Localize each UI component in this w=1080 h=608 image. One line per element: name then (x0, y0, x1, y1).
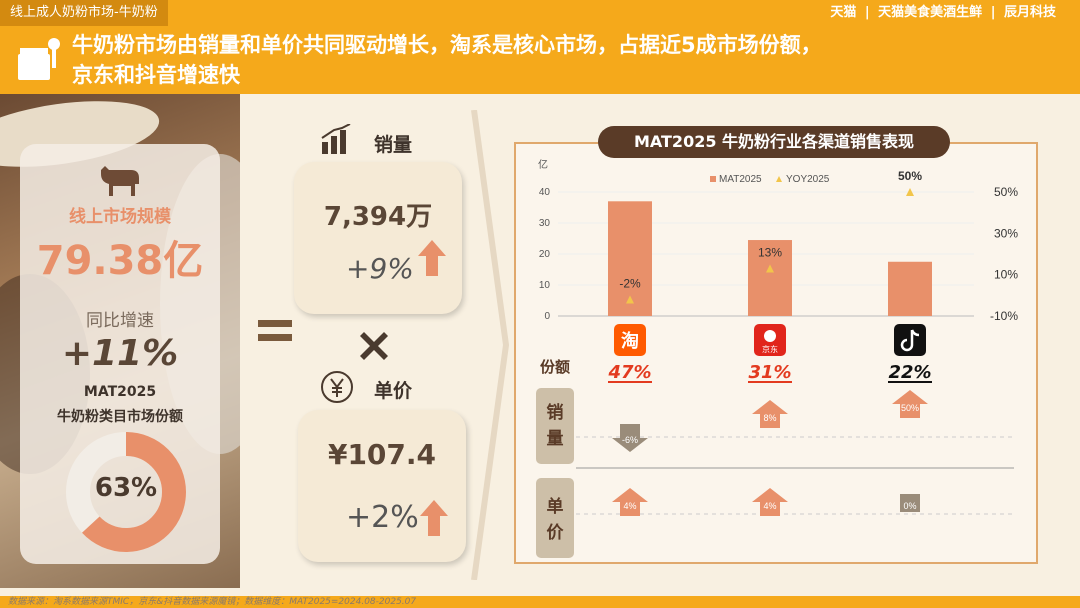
multiply-icon (360, 332, 388, 360)
jd-icon-label: 京东 (762, 344, 778, 354)
milk-powder-icon (18, 38, 60, 80)
legend-label-yoy: YOY2025 (786, 174, 830, 185)
brand-tmall-food: 天猫美食美酒生鲜 (878, 5, 983, 20)
jd-icon-dog (764, 330, 776, 342)
y2-tick-label: 10% (994, 268, 1018, 282)
chart-title: MAT2025 牛奶粉行业各渠道销售表现 (598, 126, 950, 158)
y-tick-label: 40 (539, 187, 551, 198)
share-value: 31% (748, 362, 791, 383)
footer-bar (0, 596, 1080, 608)
bar (748, 240, 792, 316)
arrow-label: -6% (622, 435, 638, 445)
headline-line2: 京东和抖音增速快 (72, 63, 240, 87)
up-arrow-icon (420, 500, 448, 536)
channel-chart: 亿 0 10 20 30 40 -10% 10% 30% 50% MAT2025 YOY2025 -2%… (536, 158, 1018, 558)
equals-icon (258, 320, 292, 341)
yoy-marker (626, 295, 634, 304)
yoy-marker (906, 188, 914, 196)
arrow-label: 0% (903, 501, 916, 511)
share-value: 22% (888, 362, 931, 383)
volume-yoy: +9% (346, 252, 414, 285)
douyin-icon (894, 324, 926, 356)
y-tick-label: 0 (544, 311, 550, 322)
volume-row-char2: 量 (547, 428, 564, 449)
y2-tick-label: 50% (994, 185, 1018, 199)
bar (888, 261, 932, 316)
share-value: 47% (607, 362, 651, 383)
douyin-note-glyph (900, 329, 920, 352)
legend-swatch-yoy (776, 176, 782, 182)
taobao-icon-label: 淘 (621, 330, 639, 352)
up-arrow-icon (892, 390, 928, 418)
arrow-label: 50% (901, 403, 919, 413)
yoy-marker (766, 264, 774, 273)
volume-value: 7,394万 (323, 202, 433, 232)
y2-tick-label: -10% (990, 309, 1018, 323)
data-source: 数据来源：淘系数据来源TMIC，京东&抖音数据来源魔镜；数据维度：MAT2025… (8, 597, 417, 607)
category-share-label: 牛奶粉类目市场份额 (57, 409, 183, 425)
section-tag: 线上成人奶粉市场-牛奶粉 (0, 0, 168, 26)
chevron-divider (471, 110, 510, 580)
yoy-value: +11% (61, 333, 179, 374)
up-arrow-icon (418, 240, 446, 276)
donut-arc (66, 432, 186, 552)
up-arrow-icon (612, 488, 648, 516)
brand-chenyue: 辰月科技 (1003, 5, 1056, 20)
price-row-char1: 单 (547, 496, 564, 517)
y-tick-label: 10 (539, 280, 551, 291)
yoy-data-label: -2% (619, 276, 641, 290)
yen-icon (321, 371, 353, 403)
volume-row-char1: 销 (547, 402, 564, 423)
y-axis-unit: 亿 (538, 158, 548, 171)
arrow-label: 4% (623, 501, 636, 511)
up-arrow-icon (752, 400, 788, 428)
bar-growth-icon (321, 124, 351, 154)
mat-label: MAT2025 (83, 384, 157, 400)
y-tick-label: 30 (539, 218, 551, 229)
legend-label-mat: MAT2025 (719, 174, 762, 185)
price-card (298, 410, 466, 562)
top-bar (0, 0, 1080, 26)
y-tick-label: 20 (539, 249, 551, 260)
yoy-data-label: 13% (758, 245, 782, 259)
price-yoy: +2% (346, 500, 419, 535)
flat-marker-icon (900, 494, 920, 512)
y2-tick-label: 30% (994, 226, 1018, 240)
yoy-label: 同比增速 (86, 311, 154, 331)
arrow-label: 4% (763, 501, 776, 511)
volume-row-pill (536, 388, 574, 464)
market-card (20, 144, 220, 564)
share-value: 63% (94, 473, 158, 503)
header (0, 26, 1080, 94)
share-donut (66, 432, 186, 552)
market-scale-value: 79.38亿 (36, 238, 204, 284)
cow-icon (101, 166, 139, 196)
taobao-icon (614, 324, 646, 356)
price-value: ¥107.4 (327, 438, 437, 471)
arrow-label: 8% (763, 413, 776, 423)
yoy-data-label: 50% (898, 169, 922, 183)
price-row-pill (536, 478, 574, 558)
price-label: 单价 (374, 380, 413, 402)
market-scale-label: 线上市场规模 (69, 207, 171, 227)
brand-tmall: 天猫 (830, 5, 857, 20)
down-arrow-icon (612, 424, 648, 452)
headline: 牛奶粉市场由销量和单价共同驱动增长，淘系是核心市场，占据近5成市场份额， 京东和… (72, 30, 1062, 90)
headline-line1: 牛奶粉市场由销量和单价共同驱动增长，淘系是核心市场，占据近5成市场份额， (72, 33, 822, 57)
volume-label: 销量 (374, 134, 413, 156)
volume-card (294, 162, 462, 314)
price-row-char2: 价 (547, 523, 565, 543)
legend-swatch-mat (710, 176, 716, 182)
up-arrow-icon (752, 488, 788, 516)
share-row-label: 份额 (540, 358, 570, 376)
brand-logos: 天猫 | 天猫美食美酒生鲜 | 辰月科技 (830, 5, 1056, 20)
